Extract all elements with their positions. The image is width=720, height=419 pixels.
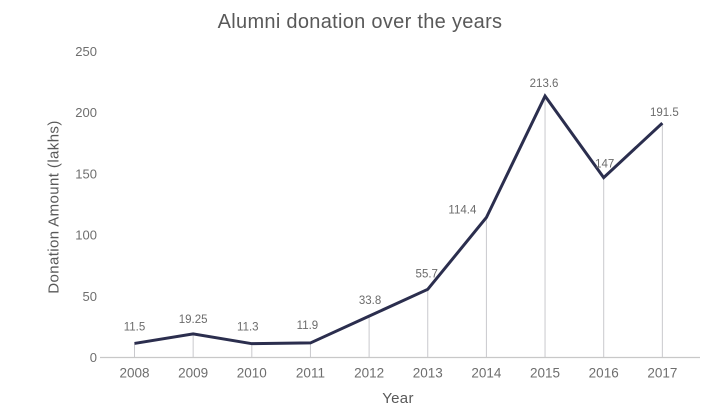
data-label: 11.9	[297, 320, 319, 332]
data-label: 11.3	[237, 322, 259, 334]
data-label: 55.7	[416, 268, 438, 280]
data-label: 33.8	[359, 295, 381, 307]
y-tick-label: 100	[75, 228, 97, 243]
data-label: 11.5	[124, 321, 146, 333]
x-tick-label: 2016	[589, 366, 619, 381]
series-line	[134, 93, 664, 346]
x-tick-label: 2015	[530, 366, 560, 381]
x-tick-label: 2011	[296, 366, 325, 381]
chart-title: Alumni donation over the years	[217, 11, 503, 33]
x-tick-label: 2012	[354, 366, 384, 381]
data-label: 213.6	[530, 78, 559, 90]
y-tick-label: 250	[75, 44, 97, 59]
data-label: 147	[595, 159, 614, 171]
y-tick-label: 200	[75, 105, 97, 120]
data-label: 19.25	[179, 314, 208, 326]
x-tick-label: 2014	[471, 366, 502, 381]
y-tick-label: 50	[83, 289, 97, 304]
x-tick-label: 2010	[237, 366, 267, 381]
y-tick-label: 150	[75, 166, 97, 181]
data-label: 114.4	[448, 204, 477, 216]
x-tick-label: 2008	[119, 366, 149, 381]
x-tick-label: 2017	[647, 366, 677, 381]
y-tick-label: 0	[90, 350, 97, 365]
x-tick-label: 2013	[413, 366, 443, 381]
x-axis-title: Year	[382, 390, 414, 407]
x-tick-label: 2009	[178, 366, 208, 381]
data-label: 191.5	[650, 107, 679, 119]
